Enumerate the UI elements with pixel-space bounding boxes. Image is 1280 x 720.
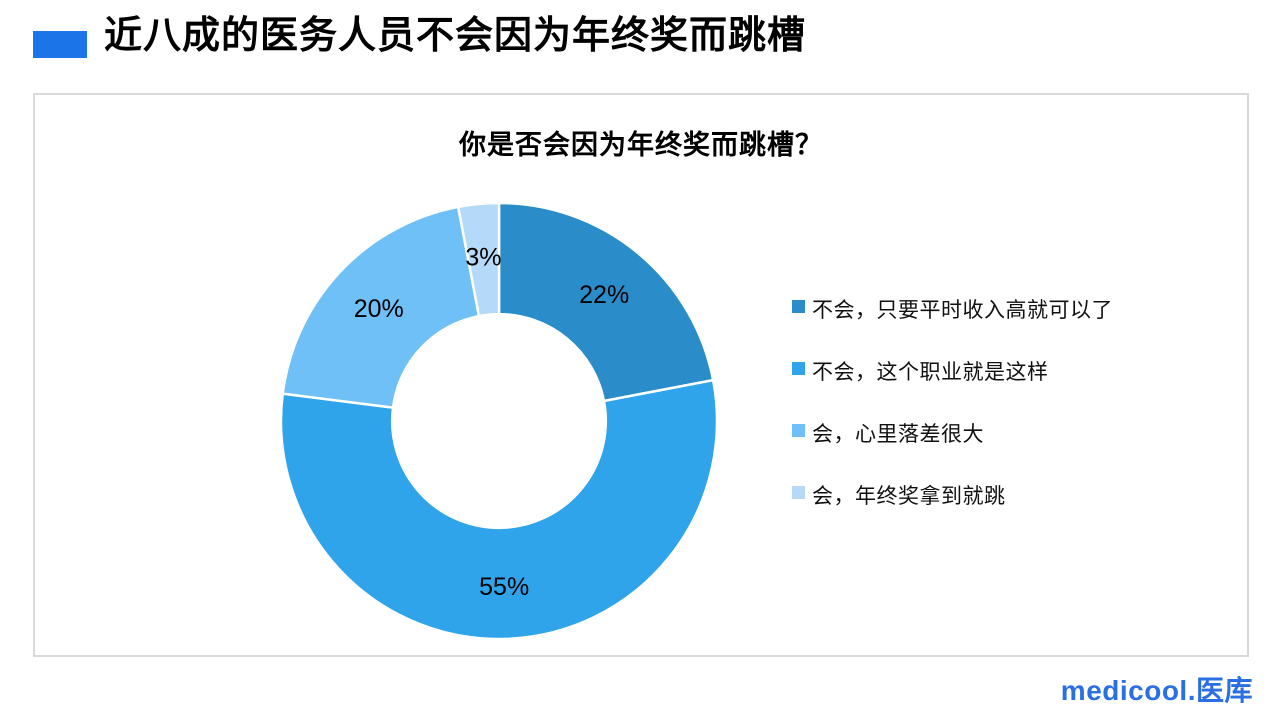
legend-label: 不会，只要平时收入高就可以了 xyxy=(812,298,1113,322)
slice-percent-label: 20% xyxy=(354,295,404,323)
legend-label: 不会，这个职业就是这样 xyxy=(812,360,1049,384)
legend-marker xyxy=(792,486,805,499)
legend-label: 会，年终奖拿到就跳 xyxy=(812,484,1006,508)
slice-percent-label: 3% xyxy=(465,244,501,272)
legend-marker xyxy=(792,362,805,375)
page-title: 近八成的医务人员不会因为年终奖而跳槽 xyxy=(104,15,807,57)
pie-slice xyxy=(497,201,715,403)
legend-item: 不会，这个职业就是这样 xyxy=(792,356,1113,385)
chart-legend: 不会，只要平时收入高就可以了 不会，这个职业就是这样 会，心里落差很大 会，年终奖拿到… xyxy=(792,294,1113,509)
slice-percent-label: 22% xyxy=(579,281,629,309)
legend-item: 不会，只要平时收入高就可以了 xyxy=(792,294,1113,323)
donut-chart: 22% 55% 20% 3% xyxy=(279,201,719,641)
pie-slice xyxy=(281,205,481,410)
medicool-logo: medicool.医库 xyxy=(1060,675,1253,706)
slice-percent-label: 55% xyxy=(479,573,529,601)
legend-marker xyxy=(792,300,805,313)
header-accent-bar xyxy=(33,31,87,58)
chart-card: 你是否会因为年终奖而跳槽？ 22% 55% 20% 3% 不会，只要平时收入高就可以了… xyxy=(33,93,1249,657)
chart-title: 你是否会因为年终奖而跳槽？ xyxy=(459,130,823,160)
legend-marker xyxy=(792,424,805,437)
legend-item: 会，心里落差很大 xyxy=(792,418,1113,447)
pie-slice xyxy=(279,378,719,641)
legend-label: 会，心里落差很大 xyxy=(812,422,984,446)
pie-slice xyxy=(456,201,501,318)
legend-item: 会，年终奖拿到就跳 xyxy=(792,480,1113,509)
